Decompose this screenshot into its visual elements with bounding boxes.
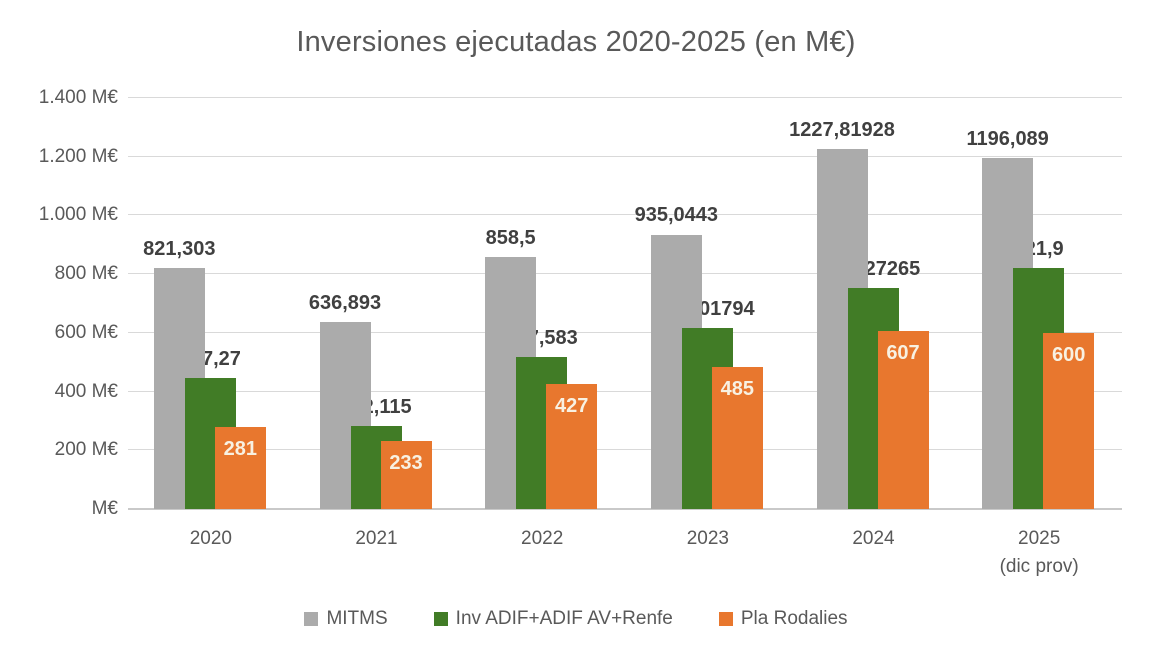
legend-label: Inv ADIF+ADIF AV+Renfe <box>455 608 673 629</box>
gridline <box>128 449 1122 451</box>
legend-item-inv-adif-adif-av-renfe: Inv ADIF+ADIF AV+Renfe <box>433 608 673 630</box>
value-label: 1196,089 <box>966 127 1049 150</box>
x-category-label: 2023 <box>686 528 729 549</box>
x-category-label: 2021 <box>355 528 398 549</box>
y-tick-label: 1.200 M€ <box>38 145 118 167</box>
legend-item-mitms: MITMS <box>304 608 388 630</box>
legend-label: MITMS <box>326 608 388 629</box>
gridline <box>128 273 1122 275</box>
bar-pla-rodalies <box>711 366 763 509</box>
chart-title: Inversiones ejecutadas 2020-2025 (en M€) <box>296 26 856 58</box>
x-category-label: 2025 <box>1018 528 1061 549</box>
value-label: 935,0443 <box>634 204 719 227</box>
y-tick-label: 1.000 M€ <box>38 204 118 226</box>
value-label: 821,303 <box>143 237 216 260</box>
value-label: 427 <box>554 394 589 417</box>
x-category-label: 2022 <box>521 528 564 549</box>
x-axis-line <box>128 508 1122 510</box>
value-label: 636,893 <box>308 292 382 315</box>
plot-area <box>128 97 1122 510</box>
y-tick-label: 400 M€ <box>54 380 118 402</box>
value-label: 1227,81928 <box>789 118 895 141</box>
x-category-sublabel: (dic prov) <box>999 556 1079 577</box>
gridline <box>128 214 1122 216</box>
value-label: 485 <box>720 377 755 400</box>
gridline <box>128 155 1122 157</box>
y-tick-label: 200 M€ <box>54 439 118 461</box>
x-category-label: 2024 <box>852 528 895 549</box>
bar-pla-rodalies <box>380 440 432 509</box>
legend-label: Pla Rodalies <box>740 608 848 629</box>
value-label: 607 <box>886 341 920 364</box>
value-label: 600 <box>1051 343 1086 366</box>
y-tick-label: M€ <box>91 498 118 519</box>
y-tick-label: 800 M€ <box>54 263 118 285</box>
value-label: 281 <box>223 437 258 460</box>
value-label: 858,5 <box>485 226 536 249</box>
bar-pla-rodalies <box>546 383 598 509</box>
y-tick-label: 600 M€ <box>54 321 118 343</box>
bar-pla-rodalies <box>1043 332 1095 509</box>
bar-pla-rodalies <box>877 330 929 509</box>
bar-pla-rodalies <box>214 426 266 509</box>
value-label: 233 <box>389 451 423 474</box>
gridline <box>128 390 1122 392</box>
legend-swatch-icon <box>304 612 319 626</box>
gridline <box>128 331 1122 333</box>
legend-item-pla-rodalies: Pla Rodalies <box>718 608 848 630</box>
x-category-label: 2020 <box>189 528 232 549</box>
legend-swatch-icon <box>433 612 448 626</box>
gridline <box>128 97 1122 98</box>
legend: MITMS Inv ADIF+ADIF AV+Renfe Pla Rodalies <box>0 608 1152 630</box>
y-tick-label: 1.400 M€ <box>38 87 118 108</box>
legend-swatch-icon <box>718 612 733 626</box>
